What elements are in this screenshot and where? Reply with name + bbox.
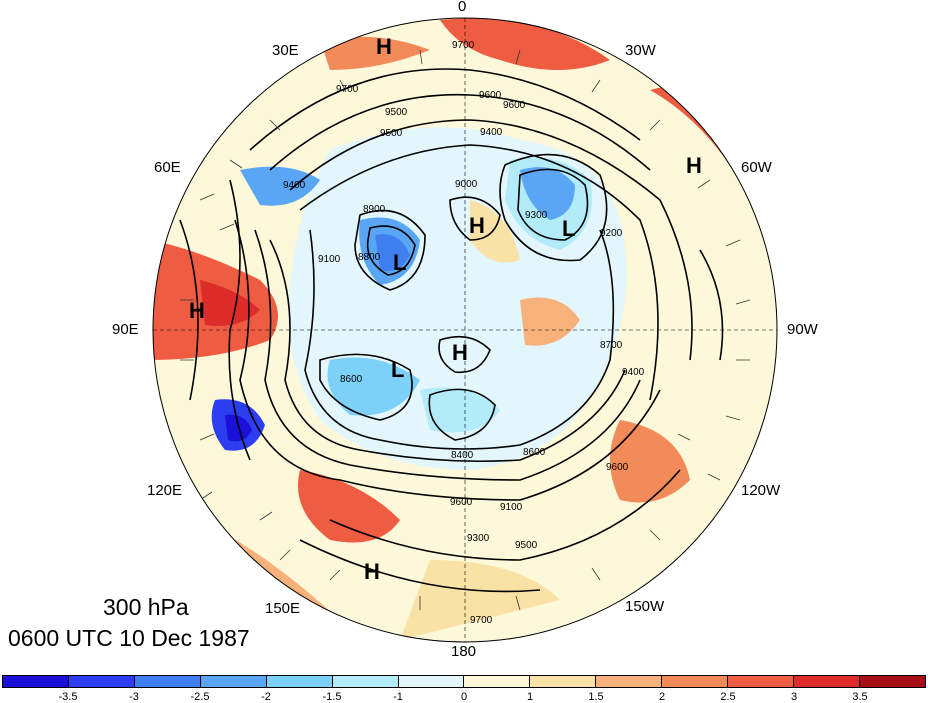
contour-label: 9200 [600,228,623,239]
colorbar-cell [266,676,333,687]
low-center: L [391,357,404,382]
contour-label: 9100 [500,502,523,513]
lon-label-120e: 120E [147,482,183,499]
contour-label: 8600 [523,447,546,458]
colorbar-cell [859,676,925,687]
colorbar-tick-label: -1 [393,691,403,703]
contour-label: 9500 [515,540,538,551]
lon-label-30w: 30W [625,42,656,59]
contour-label: 9600 [503,100,526,111]
high-center: H [364,559,380,584]
colorbar-tick-label: 1 [526,691,534,703]
colorbar-cell [662,676,729,687]
colorbar-tick-label: 3 [790,691,798,703]
colorbar-cell [200,676,267,687]
contour-label: 9700 [452,40,475,51]
contour-label: 9100 [318,254,341,265]
low-center: L [393,250,406,275]
contour-label: 8400 [451,450,474,461]
contour-label: 9400 [283,180,306,191]
lon-label-150w: 150W [625,598,665,615]
colorbar-cell [68,676,135,687]
colorbar-tick-label: 2 [658,691,666,703]
colorbar-cell [728,676,795,687]
contour-label: 9600 [479,90,502,101]
colorbar-tick-label: -3 [129,691,139,703]
high-center: H [376,34,392,59]
colorbar-cell [398,676,465,687]
colorbar-tick-label: 0 [460,691,468,703]
contour-label: 9600 [450,497,473,508]
wind-barbs [180,49,751,611]
colorbar-tick-label: 2.5 [720,691,736,703]
contour-label: 8900 [363,204,386,215]
colorbar-cell [596,676,663,687]
contour-label: 9000 [455,179,478,190]
anomaly-shading [153,18,777,642]
lon-label-60w: 60W [741,159,772,176]
contour-label: 9700 [336,84,359,95]
contour-label: 9400 [622,367,645,378]
contour-labels: 9700 9600 9500 9400 9700 9600 9500 9400 … [283,40,645,626]
colorbar-cell [3,676,69,687]
pressure-level-label: 300 hPa [103,594,189,620]
contour-label: 8800 [358,252,381,263]
high-center: H [189,298,205,323]
contour-label: 9500 [380,128,403,139]
colorbar-tick-label: -2 [261,691,271,703]
colorbar-cell [794,676,860,687]
polar-stereographic-map: H H H H H L L L H 9700 9600 9500 9400 97… [152,17,778,643]
lon-label-30e: 30E [272,42,299,59]
pressure-centers: H H H H H L L L H [189,34,702,584]
colorbar-cell [464,676,531,687]
high-center: H [469,213,485,238]
colorbar-cell [134,676,201,687]
lon-label-90w: 90W [787,321,818,338]
colorbar [2,675,926,688]
contour-label: 8700 [600,340,623,351]
high-center: H [686,153,702,178]
high-center: H [452,340,468,365]
contour-label: 8600 [340,374,363,385]
lon-label-0: 0 [458,0,467,15]
lon-label-90e: 90E [112,321,139,338]
colorbar-tick-label: -1.5 [322,691,342,703]
colorbar-tick-label: 1.5 [588,691,604,703]
colorbar-tick-label: -2.5 [190,691,210,703]
contour-label: 9700 [470,615,493,626]
lon-label-180: 180 [451,643,477,660]
contour-label: 9500 [385,107,408,118]
valid-time-label: 0600 UTC 10 Dec 1987 [8,625,250,651]
colorbar-cell [332,676,399,687]
contour-label: 9400 [480,127,503,138]
contour-label: 9300 [525,210,548,221]
contour-label: 9300 [467,533,490,544]
lon-label-60e: 60E [154,159,181,176]
low-center: L [562,216,575,241]
contour-label: 9600 [606,462,629,473]
lon-label-150e: 150E [265,600,301,617]
colorbar-tick-label: -3.5 [58,691,78,703]
meridian-lines [153,18,777,642]
lon-label-120w: 120W [741,482,781,499]
colorbar-cell [530,676,597,687]
colorbar-tick-label: 3.5 [852,691,868,703]
